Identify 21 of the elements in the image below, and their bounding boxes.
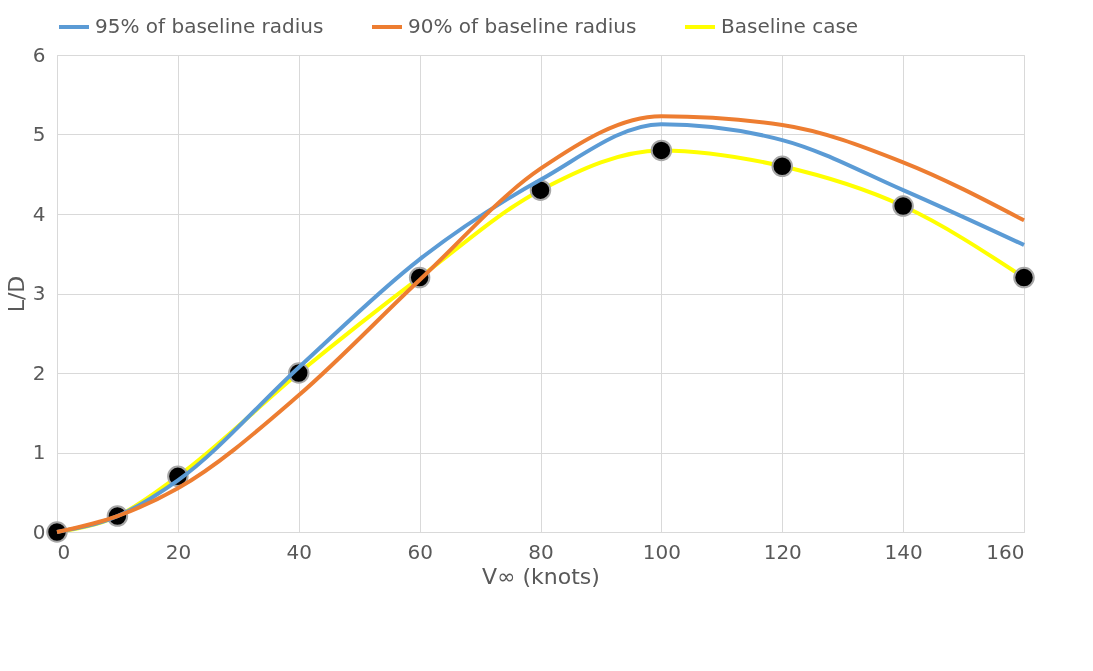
x-tick-label: 100 — [642, 539, 681, 564]
x-axis-title: V∞ (knots) — [482, 563, 600, 589]
x-tick-label: 120 — [763, 539, 802, 564]
legend-label: 95% of baseline radius — [95, 14, 324, 38]
x-tick-label: 160 — [986, 539, 1025, 564]
legend-label: 90% of baseline radius — [408, 14, 637, 38]
legend-label: Baseline case — [721, 14, 859, 38]
y-tick-label: 0 — [32, 519, 46, 544]
y-tick-label: 3 — [32, 281, 46, 305]
x-tick-label: 140 — [884, 539, 923, 564]
x-tick-label: 40 — [286, 539, 312, 564]
x-tick-label: 0 — [57, 539, 71, 564]
y-axis-title: L/D — [3, 275, 29, 313]
y-tick-label: 2 — [32, 360, 46, 385]
x-tick-label: 80 — [528, 539, 554, 564]
y-tick-label: 5 — [32, 122, 46, 146]
y-tick-label: 4 — [32, 201, 46, 226]
x-tick-label: 20 — [165, 539, 192, 564]
y-tick-label: 6 — [32, 42, 46, 67]
x-tick-label: 60 — [407, 539, 433, 564]
y-tick-label: 1 — [32, 440, 46, 464]
